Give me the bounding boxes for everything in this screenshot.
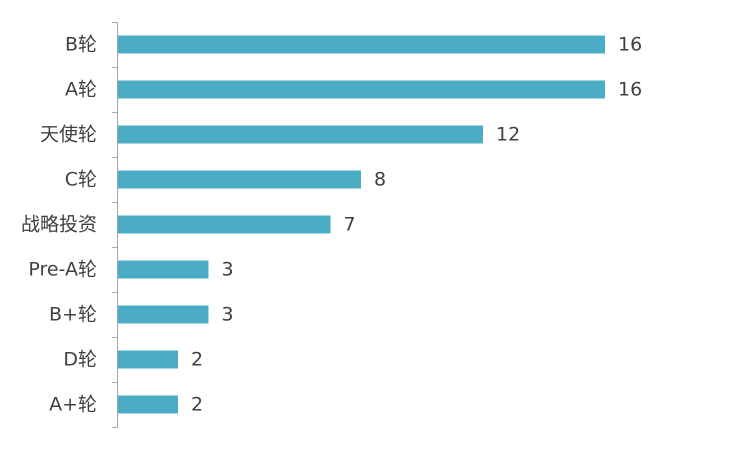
category-label-1: A轮	[65, 79, 97, 101]
labels-group: B轮 16 A轮 16 天使轮 12 C轮 8 战略投资 7 Pre-A轮 3 B+轮 3 D轮 2 A+轮 2	[21, 34, 642, 416]
category-label-5: Pre-A轮	[28, 259, 97, 281]
category-label-0: B轮	[65, 34, 97, 56]
bars-group	[117, 35, 605, 414]
bar-5	[117, 260, 209, 279]
category-label-4: 战略投资	[21, 214, 97, 236]
category-label-3: C轮	[65, 169, 97, 191]
value-label-8: 2	[191, 394, 203, 416]
bar-3	[117, 170, 361, 189]
bar-6	[117, 305, 209, 324]
bar-8	[117, 395, 178, 414]
value-label-1: 16	[618, 79, 642, 101]
category-label-7: D轮	[63, 349, 97, 371]
value-label-2: 12	[496, 124, 520, 146]
value-label-6: 3	[222, 304, 234, 326]
bar-0	[117, 35, 605, 54]
value-label-7: 2	[191, 349, 203, 371]
value-label-0: 16	[618, 34, 642, 56]
category-label-6: B+轮	[49, 304, 97, 326]
bar-7	[117, 350, 178, 369]
value-label-3: 8	[374, 169, 386, 191]
bar-2	[117, 125, 483, 144]
category-label-8: A+轮	[49, 394, 97, 416]
bar-1	[117, 80, 605, 99]
value-label-5: 3	[222, 259, 234, 281]
value-label-4: 7	[344, 214, 356, 236]
category-label-2: 天使轮	[40, 124, 97, 146]
bar-4	[117, 215, 331, 234]
y-axis	[112, 22, 118, 428]
